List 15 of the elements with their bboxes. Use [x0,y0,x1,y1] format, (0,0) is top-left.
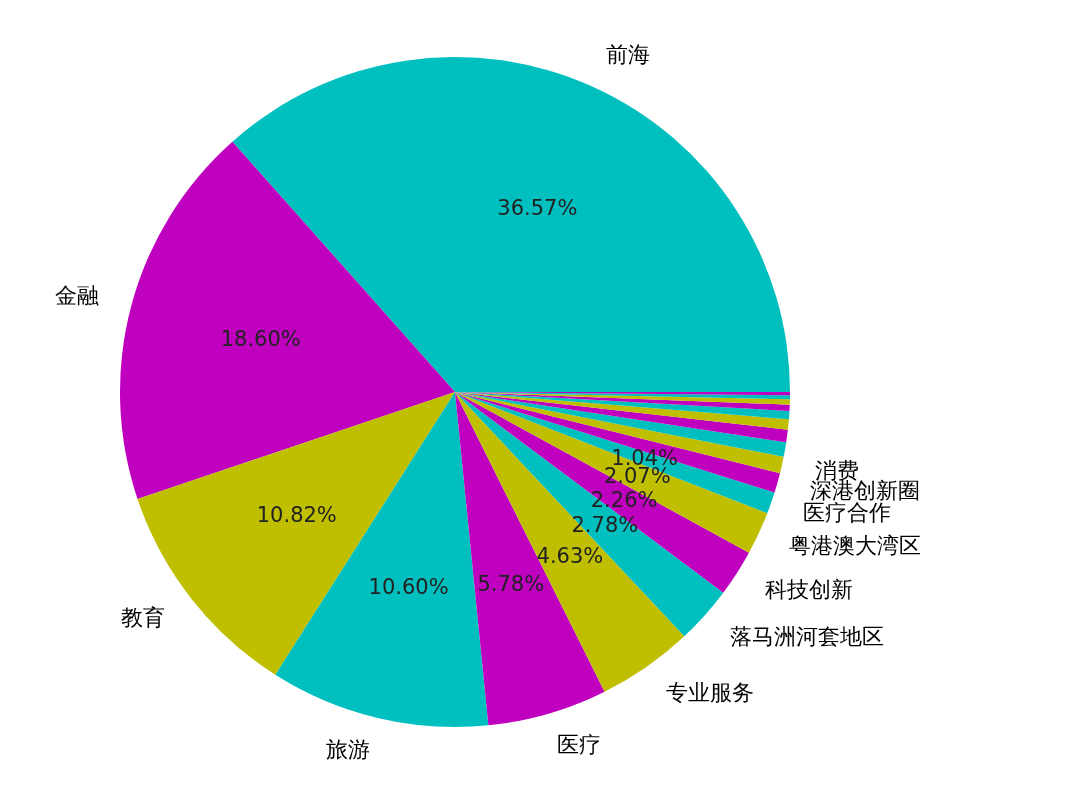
data-label: 10.82% [256,502,337,527]
slice-label: 金融 [54,283,99,309]
slice-label: 旅游 [325,736,370,762]
data-label: 10.60% [368,574,449,599]
slice-label: 教育 [120,605,165,631]
slice-label: 粤港澳大湾区 [789,533,922,559]
data-label: 18.60% [220,327,301,352]
slice-label: 落马洲河套地区 [729,623,884,649]
slice-label: 专业服务 [665,680,754,706]
data-label: 4.63% [536,543,604,568]
slice-label: 医疗 [557,732,602,757]
slice-label: 科技创新 [765,577,854,603]
slice-label: 前海 [605,41,650,67]
data-label: 5.78% [477,572,545,597]
data-label: 36.57% [497,195,578,220]
